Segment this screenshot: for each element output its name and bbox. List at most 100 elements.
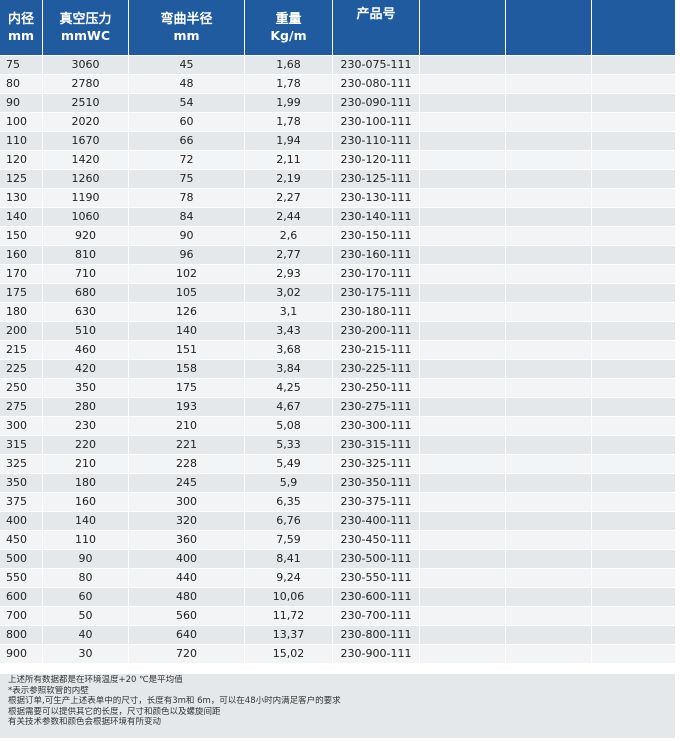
table-row: 125 1260 75 2,19 230-125-111 [0,170,675,189]
cell-weight: 3,1 [245,303,333,322]
cell-empty [592,56,675,75]
product-spec-table: 内径 mm 真空压力 mmWC 弯曲半径 mm 重量 Kg/m 产品号 75 3060 45… [0,0,675,664]
cell-bend-radius: 75 [129,170,245,189]
cell-weight: 3,68 [245,341,333,360]
cell-product-number: 230-300-111 [333,417,420,436]
cell-empty [592,550,675,569]
cell-empty [420,493,506,512]
cell-vacuum-pressure: 220 [43,436,129,455]
cell-weight: 1,78 [245,113,333,132]
cell-bend-radius: 66 [129,132,245,151]
cell-empty [592,113,675,132]
cell-inner-diameter: 170 [0,265,43,284]
cell-product-number: 230-315-111 [333,436,420,455]
cell-empty [592,512,675,531]
cell-weight: 7,59 [245,531,333,550]
cell-weight: 5,33 [245,436,333,455]
cell-product-number: 230-400-111 [333,512,420,531]
table-body: 75 3060 45 1,68 230-075-111 80 2780 48 1,78 230-0… [0,56,675,664]
header-label: 产品号 [356,7,396,22]
table-row: 100 2020 60 1,78 230-100-111 [0,113,675,132]
cell-empty [592,398,675,417]
cell-inner-diameter: 200 [0,322,43,341]
cell-vacuum-pressure: 40 [43,626,129,645]
cell-product-number: 230-130-111 [333,189,420,208]
cell-inner-diameter: 325 [0,455,43,474]
cell-empty [506,246,592,265]
cell-vacuum-pressure: 680 [43,284,129,303]
cell-product-number: 230-150-111 [333,227,420,246]
cell-empty [592,531,675,550]
cell-weight: 5,9 [245,474,333,493]
cell-empty [592,360,675,379]
cell-bend-radius: 78 [129,189,245,208]
cell-vacuum-pressure: 180 [43,474,129,493]
cell-bend-radius: 105 [129,284,245,303]
cell-vacuum-pressure: 80 [43,569,129,588]
cell-inner-diameter: 500 [0,550,43,569]
cell-inner-diameter: 800 [0,626,43,645]
cell-weight: 2,77 [245,246,333,265]
cell-empty [506,208,592,227]
cell-empty [420,246,506,265]
cell-weight: 5,49 [245,455,333,474]
cell-empty [506,75,592,94]
cell-vacuum-pressure: 1260 [43,170,129,189]
cell-empty [592,246,675,265]
cell-empty [420,588,506,607]
cell-empty [592,94,675,113]
table-row: 500 90 400 8,41 230-500-111 [0,550,675,569]
cell-vacuum-pressure: 2780 [43,75,129,94]
cell-empty [420,284,506,303]
table-row: 90 2510 54 1,99 230-090-111 [0,94,675,113]
cell-vacuum-pressure: 3060 [43,56,129,75]
cell-bend-radius: 300 [129,493,245,512]
cell-weight: 11,72 [245,607,333,626]
cell-inner-diameter: 375 [0,493,43,512]
cell-empty [420,151,506,170]
product-spec-table-container: 内径 mm 真空压力 mmWC 弯曲半径 mm 重量 Kg/m 产品号 75 3060 45… [0,0,675,664]
cell-bend-radius: 245 [129,474,245,493]
cell-vacuum-pressure: 460 [43,341,129,360]
cell-empty [592,265,675,284]
table-row: 175 680 105 3,02 230-175-111 [0,284,675,303]
cell-weight: 10,06 [245,588,333,607]
cell-product-number: 230-800-111 [333,626,420,645]
cell-vacuum-pressure: 90 [43,550,129,569]
cell-product-number: 230-075-111 [333,56,420,75]
cell-empty [420,113,506,132]
table-row: 900 30 720 15,02 230-900-111 [0,645,675,664]
cell-empty [592,455,675,474]
cell-empty [592,607,675,626]
table-row: 200 510 140 3,43 230-200-111 [0,322,675,341]
cell-empty [592,417,675,436]
cell-empty [420,56,506,75]
cell-empty [506,531,592,550]
cell-product-number: 230-550-111 [333,569,420,588]
header-unit: mm [7,27,35,43]
table-row: 180 630 126 3,1 230-180-111 [0,303,675,322]
cell-vacuum-pressure: 280 [43,398,129,417]
cell-product-number: 230-170-111 [333,265,420,284]
cell-empty [592,379,675,398]
cell-bend-radius: 96 [129,246,245,265]
cell-bend-radius: 440 [129,569,245,588]
cell-empty [592,132,675,151]
cell-empty [506,227,592,246]
cell-empty [592,626,675,645]
cell-weight: 1,68 [245,56,333,75]
cell-bend-radius: 221 [129,436,245,455]
cell-vacuum-pressure: 630 [43,303,129,322]
table-row: 80 2780 48 1,78 230-080-111 [0,75,675,94]
cell-bend-radius: 151 [129,341,245,360]
cell-empty [592,208,675,227]
cell-weight: 2,27 [245,189,333,208]
cell-empty [592,303,675,322]
cell-empty [506,569,592,588]
cell-empty [506,151,592,170]
cell-inner-diameter: 400 [0,512,43,531]
cell-weight: 3,43 [245,322,333,341]
cell-weight: 9,24 [245,569,333,588]
table-row: 400 140 320 6,76 230-400-111 [0,512,675,531]
cell-inner-diameter: 315 [0,436,43,455]
